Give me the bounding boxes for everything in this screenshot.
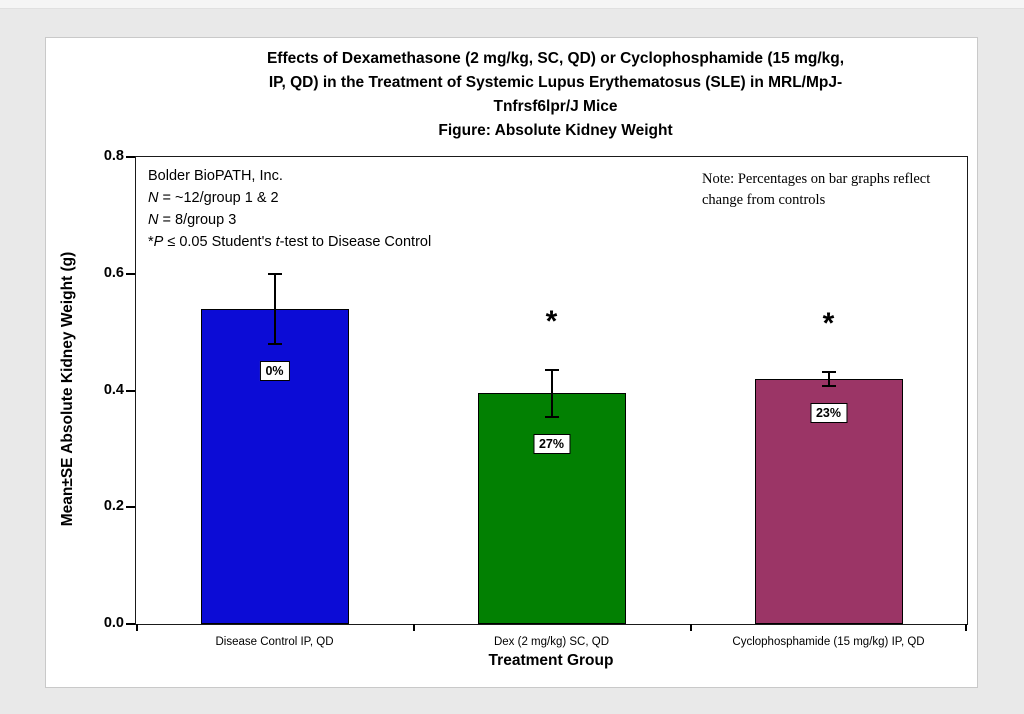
y-axis-tick-label: 0.6 <box>103 264 124 281</box>
chart-title-line-1: Effects of Dexamethasone (2 mg/kg, SC, Q… <box>266 50 845 67</box>
error-bar-top-cap <box>267 272 282 275</box>
bar-1 <box>200 308 349 624</box>
bar-percent-label: 27% <box>532 433 571 454</box>
percentages-note-line: Note: Percentages on bar graphs reflect <box>702 171 931 187</box>
chart-title-line-3: Tnfrsf6lpr/J Mice <box>493 98 618 115</box>
x-axis-tick <box>965 624 967 631</box>
percentages-note: Note: Percentages on bar graphs reflect c… <box>702 169 930 211</box>
significance-asterisk: * <box>822 306 835 340</box>
y-axis-tick <box>126 389 135 392</box>
window-top-strip <box>0 0 1024 9</box>
y-axis-tick <box>126 623 135 625</box>
y-axis-tick <box>126 156 135 158</box>
study-annotation-line: N = ~12/group 1 & 2 <box>148 190 279 206</box>
study-annotation-line: *P ≤ 0.05 Student's t-test to Disease Co… <box>148 234 432 250</box>
percentages-note-line: change from controls <box>702 192 826 208</box>
chart-title: Effects of Dexamethasone (2 mg/kg, SC, Q… <box>136 47 975 143</box>
y-axis-tick-label: 0.2 <box>103 498 124 515</box>
x-category-label: Dex (2 mg/kg) SC, QD <box>493 636 610 648</box>
bar-percent-label: 0% <box>259 360 290 381</box>
error-bar-bottom-cap <box>544 415 559 418</box>
x-category-label: Disease Control IP, QD <box>215 636 334 648</box>
x-category-label: Cyclophosphamide (15 mg/kg) IP, QD <box>732 636 925 648</box>
error-bar <box>827 371 830 386</box>
figure-caption: Figure: Absolute Kidney Weight <box>438 122 673 139</box>
chart-panel: Effects of Dexamethasone (2 mg/kg, SC, Q… <box>45 37 978 688</box>
error-bar <box>273 273 276 344</box>
plot-area: 0.0 0.2 0.4 0.6 0.8 0% Disease Control IP, QD 2… <box>104 148 968 648</box>
x-axis-tick <box>690 624 692 631</box>
bar-2 <box>477 393 626 624</box>
error-bar-top-cap <box>544 369 559 372</box>
error-bar-top-cap <box>821 370 836 373</box>
error-bar <box>550 370 553 417</box>
y-axis-tick <box>126 272 135 275</box>
error-bar-bottom-cap <box>821 384 836 387</box>
x-axis-tick <box>413 624 415 631</box>
bar-percent-label: 23% <box>809 402 848 423</box>
y-axis-tick <box>126 506 135 509</box>
study-annotation-line: N = 8/group 3 <box>148 212 237 228</box>
y-axis-tick-label: 0.8 <box>103 148 124 164</box>
chart-title-line-2: IP, QD) in the Treatment of Systemic Lup… <box>268 74 843 91</box>
study-annotation-line: Bolder BioPATH, Inc. <box>148 168 283 184</box>
x-axis-tick <box>136 624 138 631</box>
x-axis-label: Treatment Group <box>488 652 614 669</box>
y-axis-tick-label: 0.4 <box>103 381 124 398</box>
significance-asterisk: * <box>545 305 558 339</box>
study-annotation: Bolder BioPATH, Inc. N = ~12/group 1 & 2 N… <box>148 165 431 253</box>
error-bar-bottom-cap <box>267 342 282 345</box>
y-axis-tick-label: 0.0 <box>103 615 124 631</box>
